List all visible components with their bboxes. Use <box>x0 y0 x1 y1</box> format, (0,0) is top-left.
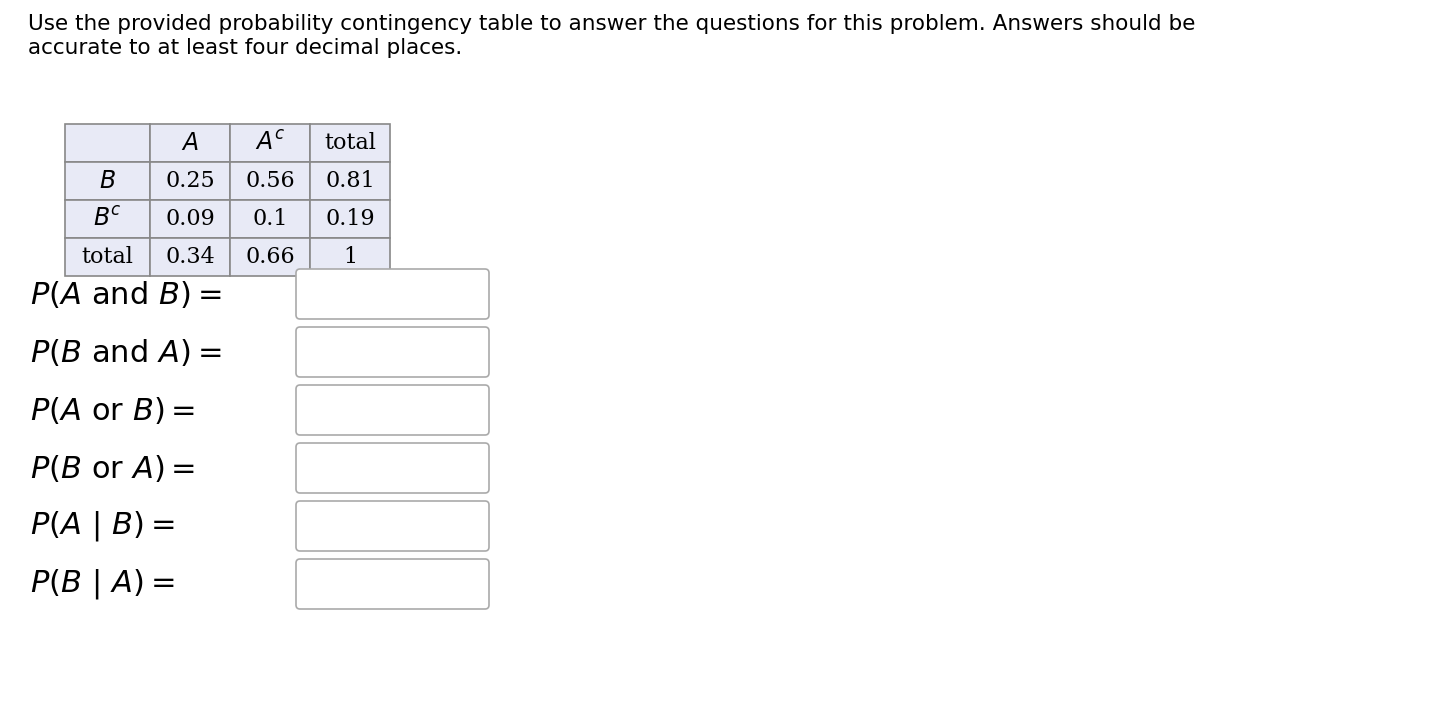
Text: 0.81: 0.81 <box>325 170 375 192</box>
Bar <box>230 238 309 276</box>
Text: $\mathit{P}(\mathit{A}\ \mathrm{and}\ \mathit{B}) =$: $\mathit{P}(\mathit{A}\ \mathrm{and}\ \m… <box>30 278 221 309</box>
FancyBboxPatch shape <box>296 385 489 435</box>
Text: 0.56: 0.56 <box>246 170 295 192</box>
Text: Use the provided probability contingency table to answer the questions for this : Use the provided probability contingency… <box>27 14 1196 34</box>
Text: $\mathit{B}$: $\mathit{B}$ <box>100 169 116 193</box>
Bar <box>150 162 230 200</box>
Text: $\mathit{P}(\mathit{A}\ \mathrm{or}\ \mathit{B}) =$: $\mathit{P}(\mathit{A}\ \mathrm{or}\ \ma… <box>30 395 195 426</box>
FancyBboxPatch shape <box>296 269 489 319</box>
Text: 0.09: 0.09 <box>165 208 215 230</box>
Text: $\mathit{A}$: $\mathit{A}$ <box>181 131 200 154</box>
Bar <box>150 238 230 276</box>
Bar <box>150 124 230 162</box>
Bar <box>150 200 230 238</box>
Bar <box>230 200 309 238</box>
FancyBboxPatch shape <box>296 443 489 493</box>
Bar <box>65 124 150 162</box>
FancyBboxPatch shape <box>296 501 489 551</box>
Text: $\mathit{P}(\mathit{B}\ |\ \mathit{A}) =$: $\mathit{P}(\mathit{B}\ |\ \mathit{A}) =… <box>30 567 175 601</box>
Text: 0.34: 0.34 <box>165 246 215 268</box>
Text: $\mathit{B}^c$: $\mathit{B}^c$ <box>93 207 121 231</box>
FancyBboxPatch shape <box>296 559 489 609</box>
Text: total: total <box>81 246 133 268</box>
FancyBboxPatch shape <box>296 327 489 377</box>
Text: 0.66: 0.66 <box>246 246 295 268</box>
Text: $\mathit{P}(\mathit{A}\ |\ \mathit{B}) =$: $\mathit{P}(\mathit{A}\ |\ \mathit{B}) =… <box>30 509 175 543</box>
Text: $\mathit{P}(\mathit{B}\ \mathrm{or}\ \mathit{A}) =$: $\mathit{P}(\mathit{B}\ \mathrm{or}\ \ma… <box>30 453 195 483</box>
Bar <box>309 238 390 276</box>
Text: accurate to at least four decimal places.: accurate to at least four decimal places… <box>27 38 463 58</box>
Bar <box>309 162 390 200</box>
Bar <box>309 124 390 162</box>
Text: total: total <box>324 132 376 154</box>
Text: 0.1: 0.1 <box>252 208 288 230</box>
Text: $\mathit{P}(\mathit{B}\ \mathrm{and}\ \mathit{A}) =$: $\mathit{P}(\mathit{B}\ \mathrm{and}\ \m… <box>30 336 221 368</box>
Bar <box>65 200 150 238</box>
Bar <box>65 238 150 276</box>
Bar <box>65 162 150 200</box>
Text: 1: 1 <box>343 246 357 268</box>
Text: $\mathit{A}^c$: $\mathit{A}^c$ <box>254 131 285 155</box>
Text: 0.19: 0.19 <box>325 208 375 230</box>
Bar <box>230 162 309 200</box>
Text: 0.25: 0.25 <box>165 170 215 192</box>
Bar <box>230 124 309 162</box>
Bar <box>309 200 390 238</box>
